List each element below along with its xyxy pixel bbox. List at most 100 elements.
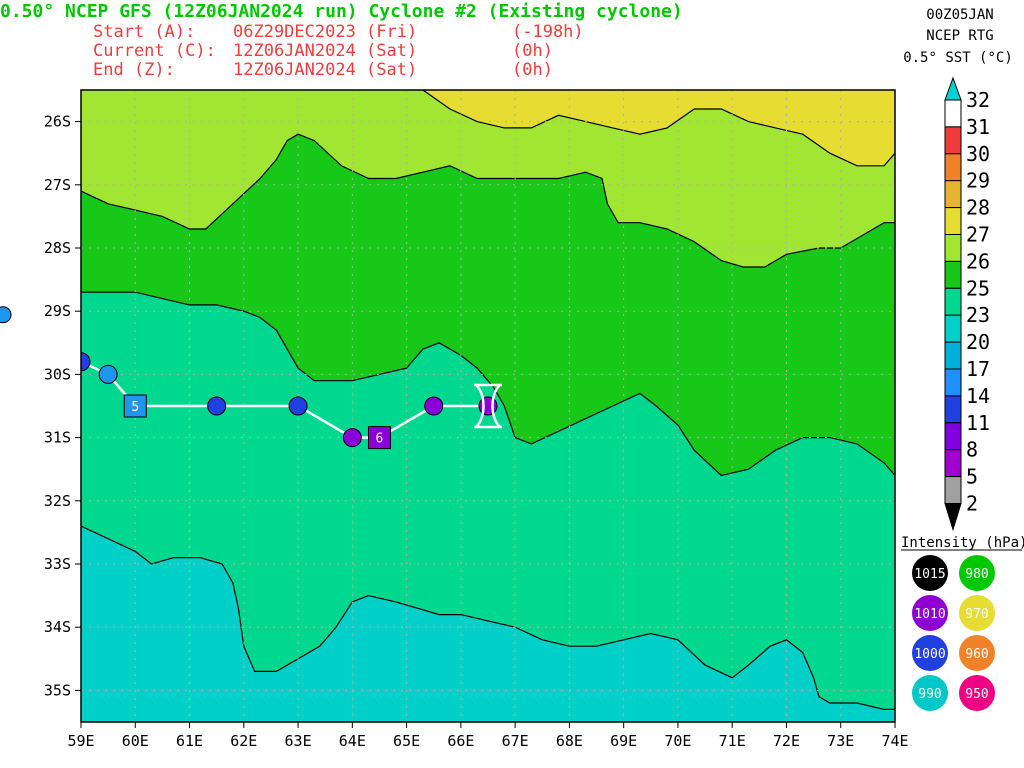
x-tick-label: 66E [447,732,474,750]
current-position-marker [474,383,502,429]
x-tick-label: 65E [393,732,420,750]
colorbar-segment [944,368,962,397]
x-tick-label: 60E [122,732,149,750]
plot-area: 56 [81,90,895,722]
y-tick-label: 32S [44,492,71,510]
colorbar-label: 30 [966,142,990,166]
plot-frame [80,89,896,723]
end-offset: (0h) [512,60,553,80]
offchart-track-point-marker [0,306,12,324]
colorbar-label: 26 [966,249,990,273]
colorbar-label: 23 [966,303,990,327]
intensity-swatch-label: 950 [965,687,988,702]
track-day-label: 5 [131,400,139,415]
current-date: 12Z06JAN2024 (Sat) [233,41,417,61]
intensity-swatch-label: 990 [918,687,941,702]
intensity-swatch [912,675,948,711]
colorbar-segment [944,287,962,316]
x-tick-label: 72E [773,732,800,750]
x-tick-label: 70E [664,732,691,750]
intensity-swatch [959,555,995,591]
y-tick-label: 34S [44,618,71,636]
track-point [98,364,118,384]
isotherm-20 [81,525,895,710]
x-tick-label: 71E [719,732,746,750]
intensity-swatch-label: 970 [965,607,988,622]
end-label: End (Z): [93,60,175,80]
x-tick-label: 68E [556,732,583,750]
colorbar-bottom-cap [944,503,962,532]
x-axis: 59E 60E 61E 62E 63E 64E 65E 66E 67E 68E 69E 70E 71E 7… [67,722,909,750]
colorbar-label: 29 [966,169,990,193]
colorbar-segment [944,207,962,236]
corner-info: 00Z05JAN NCEP RTG 0.5° SST (°C) [903,7,1013,66]
track-point [81,352,91,372]
x-tick-label: 63E [285,732,312,750]
sst-source: NCEP RTG [926,28,993,44]
y-tick-label: 31S [44,429,71,447]
intensity-swatch [959,635,995,671]
x-tick-label: 59E [67,732,94,750]
end-date: 12Z06JAN2024 (Sat) [233,60,417,80]
colorbar-label: 11 [966,411,990,435]
y-axis: 26S 27S 28S 29S 30S 31S 32S 33S 34S 35S [44,113,81,699]
x-tick-label: 62E [230,732,257,750]
y-tick-label: 35S [44,681,71,699]
isotherm-26 [81,133,895,268]
intensity-swatch [959,675,995,711]
current-offset: (0h) [512,41,553,61]
y-tick-label: 29S [44,302,71,320]
track-point [424,396,444,416]
sst-analysis-date: 00Z05JAN [926,7,993,23]
intensity-legend-title: Intensity (hPa): [901,535,1024,551]
track-day-label: 6 [376,432,384,447]
colorbar-segment [944,395,962,424]
y-tick-label: 26S [44,113,71,131]
track-day-marker [123,394,147,418]
x-tick-label: 64E [339,732,366,750]
colorbar-label: 20 [966,330,990,354]
intensity-swatch [959,595,995,631]
track-point [342,428,362,448]
colorbar-label: 14 [966,384,990,408]
colorbar-label: 17 [966,357,990,381]
colorbar-segment [944,234,962,262]
x-tick-label: 69E [610,732,637,750]
intensity-swatch-label: 1010 [914,607,945,622]
intensity-swatch-label: 960 [965,647,988,662]
colorbar-label: 27 [966,223,990,247]
colorbar-segment [944,476,962,505]
colorbar-segment [944,422,962,451]
colorbar-segment [944,449,962,478]
y-tick-label: 30S [44,365,71,383]
y-tick-label: 33S [44,555,71,573]
colorbar-label: 8 [966,438,978,462]
colorbar-label: 32 [966,88,990,112]
intensity-swatch [912,555,948,591]
intensity-legend: Intensity (hPa): 1015 980 1010 970 1000 960 99… [901,535,1024,711]
x-tick-label: 67E [502,732,529,750]
colorbar-label: 2 [966,492,978,516]
colorbar-segment [944,99,962,128]
y-tick-label: 27S [44,176,71,194]
isotherm-27 [422,90,895,167]
chart-title: 0.50° NCEP GFS (12Z06JAN2024 run) Cyclon… [0,1,683,22]
colorbar-segment [944,126,962,155]
x-tick-label: 61E [176,732,203,750]
track-point [288,396,308,416]
gridlines [81,90,895,722]
colorbar-label: 25 [966,276,990,300]
current-label: Current (C): [93,41,216,61]
colorbar-segment [944,314,962,343]
start-offset: (-198h) [512,22,584,42]
x-tick-label: 73E [827,732,854,750]
offchart-track-point [0,306,12,324]
colorbar-segment [944,153,962,182]
run-info: Start (A): 06Z29DEC2023 (Fri) (-198h) Cu… [93,22,584,80]
isotherm-lines [81,90,895,710]
start-label: Start (A): [93,22,195,42]
colorbar-segment [944,341,962,370]
track-day-marker [367,426,391,450]
